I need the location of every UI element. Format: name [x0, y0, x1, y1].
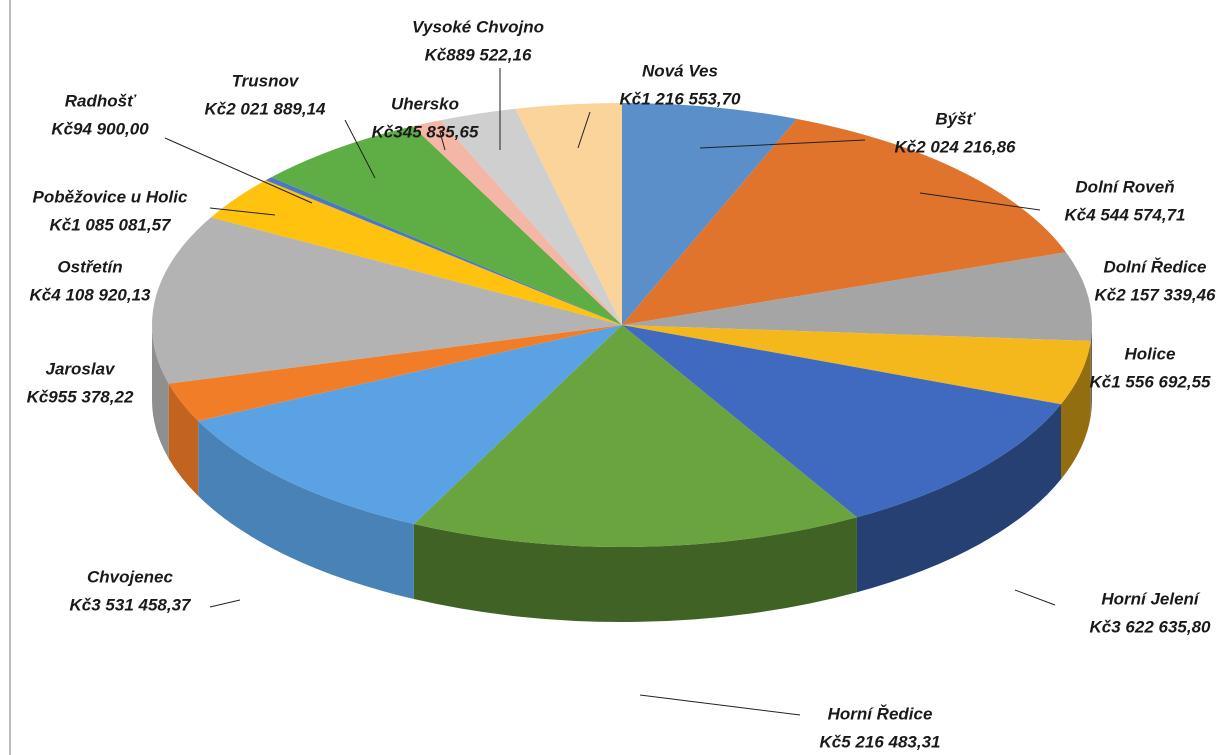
slice [622, 325, 1061, 518]
leader-line [344, 119, 376, 179]
category-label: Vysoké Chvojno [412, 17, 544, 36]
slice-side [152, 325, 169, 459]
slice [265, 177, 622, 325]
value-label: Kč2 024 216,86 [895, 137, 1017, 156]
category-label: Dolní Roveň [1075, 177, 1174, 196]
value-label: Kč3 531 458,37 [70, 595, 193, 614]
value-label: Kč889 522,16 [425, 45, 532, 64]
slice-side [1060, 341, 1091, 480]
leader-line [577, 111, 591, 149]
value-label: Kč94 900,00 [51, 119, 149, 138]
category-label: Horní Jelení [1101, 589, 1201, 608]
value-label: Kč1 556 692,55 [1090, 372, 1212, 391]
pie-tops [152, 103, 1092, 547]
slice [412, 120, 622, 325]
category-label: Býšť [935, 109, 976, 128]
slice [168, 325, 622, 422]
category-label: Uhersko [391, 94, 459, 113]
category-label: Dolní Ředice [1104, 257, 1207, 276]
leader-line [919, 192, 1041, 211]
category-label: Radhošť [65, 91, 137, 110]
leader-line [209, 207, 276, 216]
slice-side [168, 383, 199, 497]
leader-line [164, 137, 313, 204]
slice [198, 325, 622, 525]
category-label: Holice [1124, 344, 1175, 363]
slice [622, 252, 1092, 342]
category-label: Poběžovice u Holic [33, 187, 188, 206]
labels: Býšť Kč2 024 216,86 Dolní Roveň Kč4 544 574… [27, 17, 1216, 751]
slice [515, 103, 622, 325]
slice [440, 108, 622, 325]
value-label: Kč4 544 574,71 [1065, 205, 1186, 224]
value-label: Kč1 085 081,57 [50, 215, 173, 234]
category-label: Jaroslav [46, 359, 117, 378]
slice [622, 103, 797, 325]
leader-line [699, 139, 866, 149]
leader-line [439, 131, 446, 151]
slice [622, 325, 1091, 405]
slice-side [856, 404, 1061, 593]
category-label: Ostřetín [57, 257, 122, 276]
leader-line [209, 599, 241, 608]
slice [152, 217, 622, 384]
value-label: Kč1 216 553,70 [620, 89, 742, 108]
value-label: Kč955 378,22 [27, 387, 134, 406]
category-label: Trusnov [232, 71, 300, 90]
slice-side [198, 421, 414, 600]
leader-line [639, 694, 801, 716]
value-label: Kč2 021 889,14 [205, 99, 327, 118]
pie-sides [152, 325, 1092, 622]
category-label: Chvojenec [87, 567, 174, 586]
slice [413, 325, 857, 547]
value-label: Kč345 835,65 [372, 122, 479, 141]
slice [622, 118, 1067, 326]
leader-line [1014, 589, 1056, 606]
value-label: Kč3 622 635,80 [1090, 617, 1212, 636]
slice [210, 180, 622, 325]
slice [271, 126, 622, 325]
value-label: Kč4 108 920,13 [30, 285, 152, 304]
slice-side [413, 517, 857, 622]
value-label: Kč5 216 483,31 [820, 732, 941, 751]
category-label: Horní Ředice [828, 704, 933, 723]
value-label: Kč2 157 339,46 [1095, 285, 1217, 304]
category-label: Nová Ves [642, 61, 718, 80]
slice-side [1090, 325, 1092, 417]
